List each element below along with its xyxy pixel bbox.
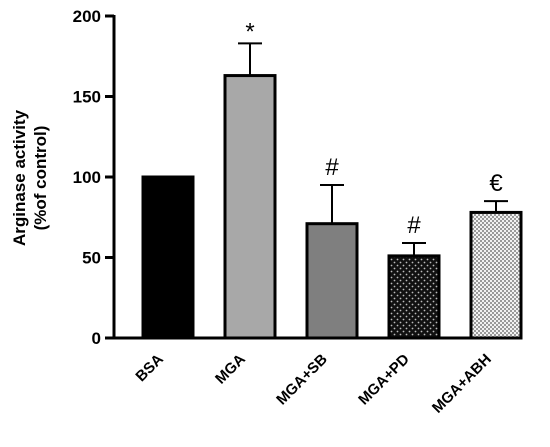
- annotation-mga: *: [245, 18, 254, 45]
- x-tick-label-mga-pd: MGA+PD: [355, 351, 413, 409]
- annotation-mga-abh: €: [489, 170, 503, 197]
- bar-mga: [223, 74, 277, 340]
- y-tick-label-200: 200: [73, 7, 101, 26]
- y-axis-ticks: 0 50 100 150 200: [73, 7, 114, 348]
- bar-mga-sb: [305, 222, 359, 340]
- error-bars: [238, 42, 508, 256]
- y-tick-label-50: 50: [82, 249, 101, 268]
- annotation-mga-sb: #: [325, 154, 339, 181]
- significance-annotations: * # # €: [245, 18, 503, 239]
- y-tick-label-0: 0: [92, 329, 101, 348]
- bar-mga-pd: [387, 254, 441, 340]
- y-tick-label-100: 100: [73, 168, 101, 187]
- x-tick-label-bsa: BSA: [132, 351, 167, 386]
- y-axis-label-line1: Arginase activity: [10, 109, 29, 246]
- y-axis-label-line2: (%of control): [31, 126, 50, 231]
- bar-mga-abh: [469, 210, 523, 340]
- annotation-mga-pd: #: [407, 212, 421, 239]
- x-tick-label-mga: MGA: [212, 351, 249, 388]
- x-tick-label-mga-abh: MGA+ABH: [429, 351, 495, 417]
- x-tick-label-mga-sb: MGA+SB: [273, 351, 331, 409]
- bar-bsa: [141, 175, 195, 340]
- y-tick-label-150: 150: [73, 88, 101, 107]
- x-axis-category-labels: BSA MGA MGA+SB MGA+PD MGA+ABH: [132, 351, 494, 417]
